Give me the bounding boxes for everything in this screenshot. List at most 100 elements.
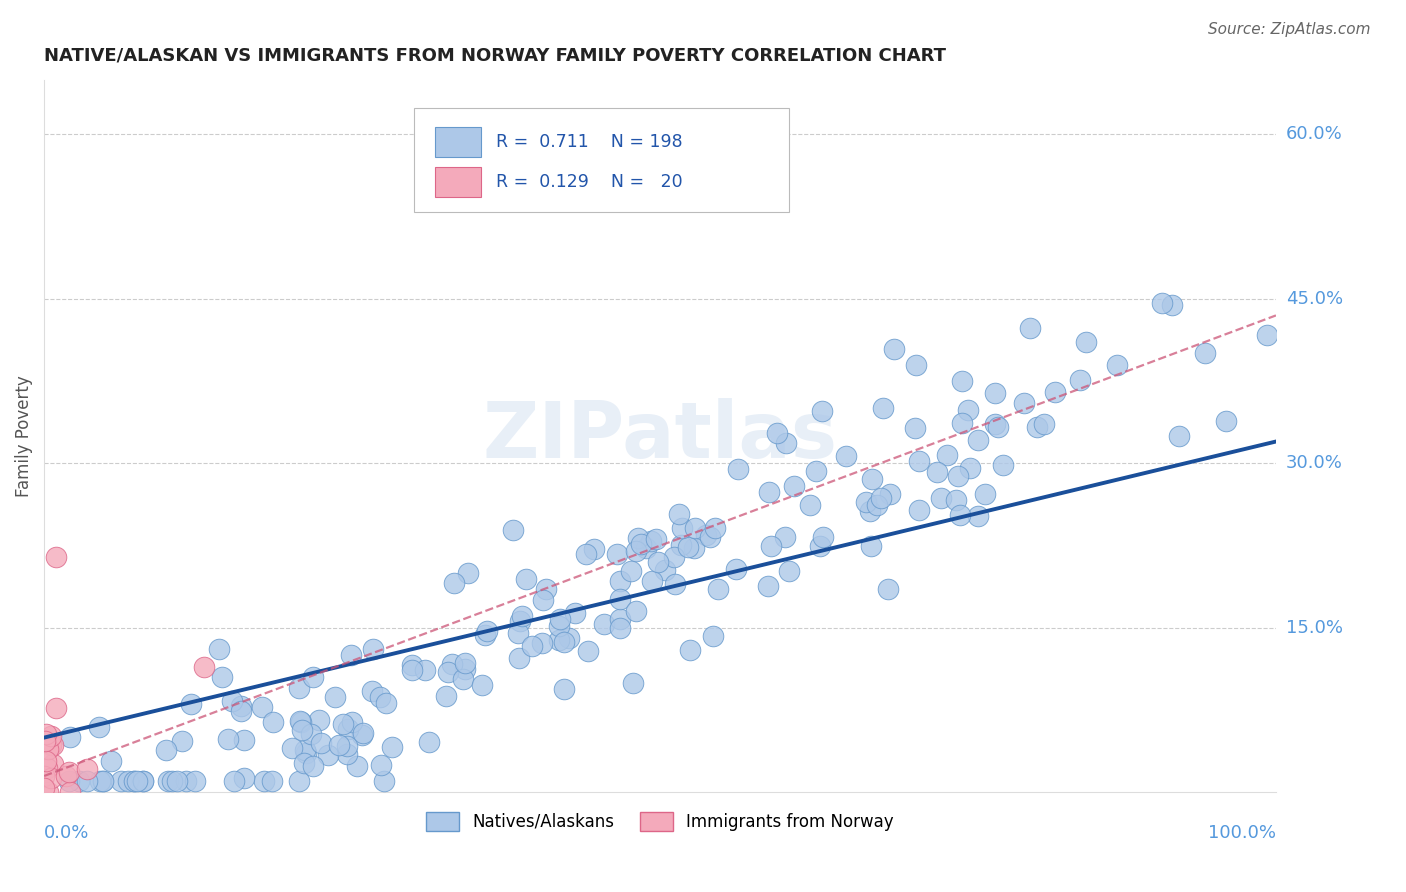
Point	[125, 774, 148, 789]
Point	[454, 657, 477, 671]
Point	[553, 682, 575, 697]
Point	[647, 555, 669, 569]
Point	[1043, 384, 1066, 399]
Point	[547, 632, 569, 647]
Point	[59, 731, 82, 745]
Point	[292, 756, 315, 770]
Point	[593, 617, 616, 632]
Point	[316, 748, 339, 763]
Point	[799, 498, 821, 512]
Point	[903, 420, 925, 434]
Point	[860, 540, 883, 554]
Point	[375, 696, 398, 710]
Point	[1167, 429, 1189, 443]
Point	[288, 714, 311, 728]
Point	[991, 458, 1014, 473]
Point	[42, 738, 65, 752]
Point	[669, 538, 692, 552]
Point	[624, 543, 647, 558]
Point	[250, 699, 273, 714]
Point	[531, 593, 554, 607]
Point	[361, 684, 384, 698]
Point	[221, 693, 243, 707]
Point	[621, 675, 644, 690]
Point	[122, 774, 145, 789]
Point	[100, 754, 122, 768]
Point	[515, 572, 537, 586]
Point	[183, 774, 205, 789]
Point	[758, 484, 780, 499]
Point	[35, 754, 58, 768]
Point	[1026, 419, 1049, 434]
Point	[679, 642, 702, 657]
Point	[879, 487, 901, 501]
Point	[229, 699, 252, 714]
Point	[1150, 296, 1173, 310]
Point	[973, 487, 995, 501]
Point	[174, 774, 197, 789]
Point	[122, 774, 145, 789]
Point	[352, 726, 374, 740]
Point	[575, 547, 598, 561]
Point	[91, 774, 114, 789]
Point	[509, 614, 531, 628]
Point	[609, 591, 631, 606]
Point	[502, 524, 524, 538]
Point	[59, 785, 82, 799]
Point	[564, 606, 586, 620]
Point	[626, 604, 648, 618]
Point	[548, 619, 571, 633]
Point	[76, 774, 98, 789]
Point	[949, 508, 972, 523]
Point	[160, 774, 183, 789]
Point	[418, 735, 440, 749]
Point	[45, 549, 67, 564]
Point	[166, 774, 188, 789]
Point	[606, 547, 628, 561]
Point	[683, 521, 706, 535]
Point	[783, 478, 806, 492]
Point	[291, 723, 314, 737]
Point	[301, 727, 323, 741]
Text: 15.0%: 15.0%	[1286, 619, 1343, 637]
Point	[1107, 358, 1129, 372]
Text: 100.0%: 100.0%	[1208, 824, 1277, 842]
Point	[454, 662, 477, 676]
Point	[956, 402, 979, 417]
Point	[436, 665, 458, 679]
Point	[193, 660, 215, 674]
Point	[336, 722, 359, 736]
Point	[1215, 414, 1237, 428]
Point	[530, 636, 553, 650]
Point	[877, 582, 900, 596]
Point	[609, 621, 631, 635]
Point	[609, 611, 631, 625]
Point	[987, 420, 1010, 434]
Point	[508, 650, 530, 665]
Point	[810, 404, 832, 418]
Point	[695, 528, 717, 542]
Point	[952, 374, 974, 388]
Text: 0.0%: 0.0%	[44, 824, 90, 842]
Y-axis label: Family Poverty: Family Poverty	[15, 376, 32, 497]
Text: 60.0%: 60.0%	[1286, 126, 1343, 144]
Point	[1033, 417, 1056, 432]
Point	[929, 491, 952, 505]
Point	[323, 690, 346, 704]
Point	[872, 401, 894, 416]
Point	[766, 425, 789, 440]
Point	[866, 498, 889, 512]
Point	[1161, 298, 1184, 312]
Point	[155, 743, 177, 757]
Point	[908, 454, 931, 468]
Point	[966, 509, 988, 524]
Point	[936, 448, 959, 462]
Point	[91, 774, 114, 789]
Point	[443, 576, 465, 591]
Point	[946, 469, 969, 483]
Point	[883, 342, 905, 356]
Point	[510, 609, 533, 624]
Text: R =  0.129    N =   20: R = 0.129 N = 20	[496, 172, 683, 191]
Point	[576, 644, 599, 658]
Point	[55, 769, 77, 783]
